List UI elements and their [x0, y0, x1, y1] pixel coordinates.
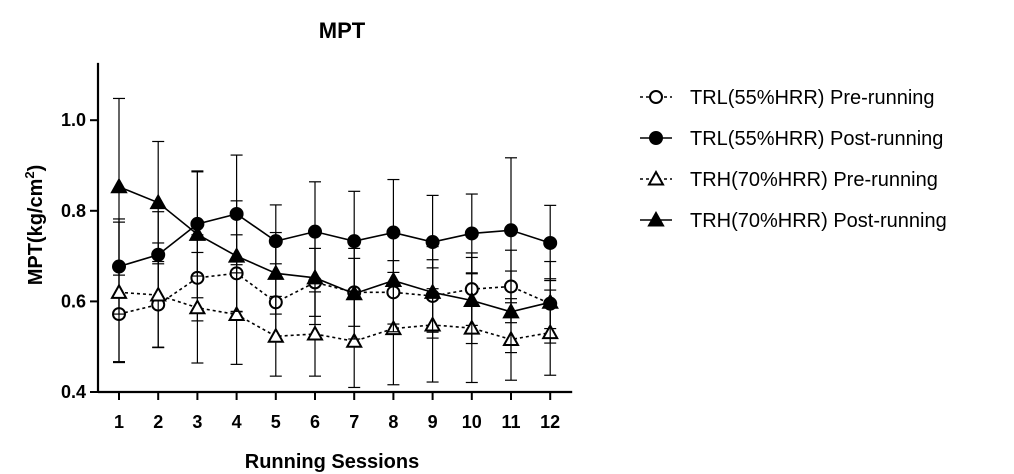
y-tick-label: 0.8: [61, 201, 86, 221]
x-tick-label: 3: [192, 412, 202, 432]
legend-item-1: TRL(55%HRR) Pre-running: [640, 87, 935, 109]
legend-label: TRH(70%HRR) Post-running: [690, 210, 947, 232]
series-4: [110, 97, 559, 354]
series-3: [110, 221, 559, 389]
x-tick-label: 10: [462, 412, 482, 432]
y-tick-label: 0.6: [61, 291, 86, 311]
series-line: [118, 186, 551, 313]
series-line: [118, 291, 551, 343]
data-point: [306, 324, 324, 341]
data-point: [149, 286, 167, 302]
x-tick-label: 1: [114, 412, 124, 432]
data-point: [504, 223, 518, 238]
x-tick-label: 6: [310, 412, 320, 432]
data-point: [345, 332, 363, 348]
legend-item-3: TRH(70%HRR) Pre-running: [640, 169, 938, 191]
x-axis-label: Running Sessions: [245, 451, 419, 473]
y-axis-label-group: MPT(kg/cm2): [22, 165, 47, 286]
data-point: [267, 327, 285, 343]
data-point: [110, 177, 128, 194]
x-tick-label: 9: [428, 412, 438, 432]
y-tick-label: 0.4: [61, 382, 86, 402]
data-point: [347, 234, 362, 249]
plot-area: 0.40.60.81.01 2 3 4 5 6 7 8 9 10 11 12: [61, 62, 573, 432]
x-tick-label: 4: [232, 412, 242, 432]
series-2: [112, 154, 558, 315]
legend-label: TRL(55%HRR) Post-running: [690, 128, 943, 150]
x-tick-label: 8: [388, 412, 398, 432]
legend-item-2: TRL(55%HRR) Post-running: [640, 128, 943, 150]
series-1: [112, 234, 558, 363]
data-point: [188, 298, 207, 315]
chart-title: MPT: [319, 18, 366, 43]
data-point: [149, 193, 167, 210]
y-axis-label-suffix: ): [25, 165, 47, 172]
data-point: [502, 302, 520, 319]
data-point: [267, 264, 285, 280]
data-point: [384, 271, 403, 288]
data-point: [541, 293, 559, 309]
data-point: [464, 226, 479, 241]
data-point: [227, 305, 246, 322]
legend: TRL(55%HRR) Pre-running TRL(55%HRR) Post-…: [640, 87, 947, 232]
x-tick-label: 11: [501, 412, 520, 432]
legend-item-4: TRH(70%HRR) Post-running: [640, 210, 947, 232]
series-line: [118, 272, 551, 315]
y-axis-label: MPT(kg/cm2): [22, 165, 47, 286]
data-point: [543, 235, 558, 250]
legend-marker: [647, 169, 665, 186]
data-point: [345, 284, 363, 301]
series-line: [118, 213, 551, 268]
y-axis-label-text: MPT(kg/cm: [25, 179, 47, 286]
data-point: [227, 247, 246, 263]
data-point: [110, 283, 128, 299]
x-tick-label: 5: [271, 412, 281, 432]
x-tick-label: 2: [153, 412, 163, 432]
legend-label: TRH(70%HRR) Pre-running: [690, 169, 938, 191]
data-point: [463, 291, 481, 307]
data-point: [423, 283, 442, 299]
x-tick-label: 7: [349, 412, 359, 432]
x-tick-label: 12: [540, 412, 560, 432]
legend-label: TRL(55%HRR) Pre-running: [690, 87, 935, 109]
legend-marker: [647, 210, 665, 227]
legend-marker: [649, 90, 663, 104]
data-point: [188, 225, 207, 241]
y-axis-label-superscript: 2: [22, 171, 37, 178]
data-point: [306, 268, 324, 285]
y-tick-label: 1.0: [61, 110, 86, 130]
legend-marker: [649, 131, 663, 145]
